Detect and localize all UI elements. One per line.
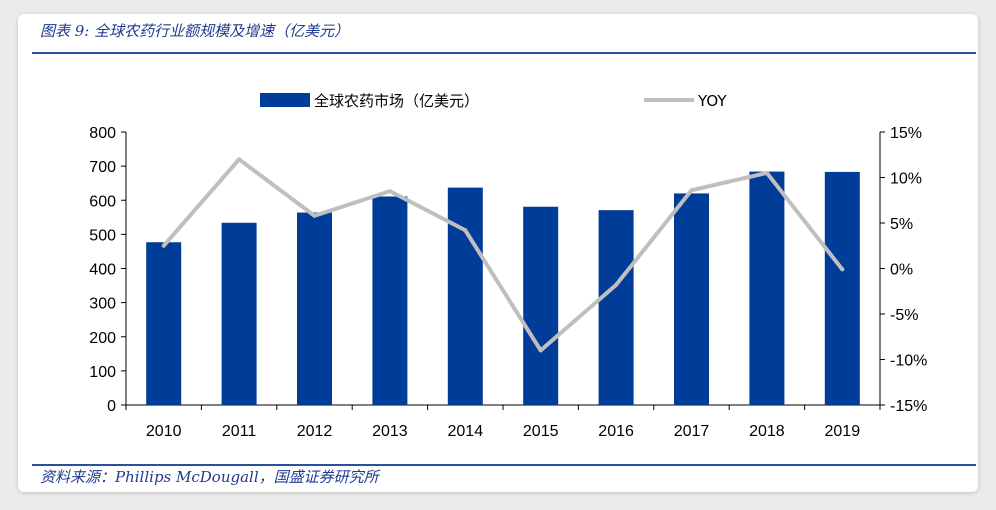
right-tick-label: 0% bbox=[890, 262, 913, 279]
left-tick-label: 800 bbox=[89, 125, 116, 142]
left-tick-label: 500 bbox=[89, 227, 116, 244]
x-tick-label: 2012 bbox=[297, 423, 333, 440]
right-tick-label: -15% bbox=[890, 398, 927, 415]
left-tick-label: 100 bbox=[89, 364, 116, 381]
left-tick-label: 400 bbox=[89, 262, 116, 279]
axes: 0 100 200 300 400 500 600 700 800 -15% -10% -5% 0% 5%… bbox=[89, 125, 927, 440]
legend-line-label: YOY bbox=[697, 92, 727, 110]
yoy-point-2013 bbox=[387, 189, 392, 194]
x-tick-label: 2014 bbox=[448, 423, 484, 440]
x-tick-label: 2018 bbox=[749, 423, 785, 440]
chart-legend: 全球农药市场（亿美元） YOY bbox=[260, 92, 727, 110]
x-tick-label: 2019 bbox=[825, 423, 861, 440]
right-tick-label: -5% bbox=[890, 307, 918, 324]
left-tick-label: 600 bbox=[89, 193, 116, 210]
legend-bar-label: 全球农药市场（亿美元） bbox=[314, 92, 479, 110]
bar-2016 bbox=[598, 210, 634, 405]
yoy-point-2015 bbox=[538, 348, 543, 353]
yoy-point-2018 bbox=[764, 170, 769, 175]
title-rule bbox=[32, 52, 976, 54]
bar-2019 bbox=[824, 171, 860, 405]
left-tick-label: 200 bbox=[89, 330, 116, 347]
yoy-point-2010 bbox=[161, 243, 166, 248]
yoy-point-2012 bbox=[312, 213, 317, 218]
yoy-point-2016 bbox=[614, 282, 619, 287]
bar-2015 bbox=[523, 206, 559, 405]
right-tick-label: -10% bbox=[890, 353, 927, 370]
x-tick-label: 2015 bbox=[523, 423, 559, 440]
bar-2011 bbox=[221, 222, 257, 405]
left-tick-label: 700 bbox=[89, 159, 116, 176]
bar-2017 bbox=[674, 193, 709, 405]
yoy-line bbox=[162, 157, 844, 353]
yoy-point-2011 bbox=[237, 157, 242, 162]
bar-series bbox=[146, 171, 860, 405]
x-tick-label: 2017 bbox=[674, 423, 710, 440]
right-tick-label: 15% bbox=[890, 125, 922, 142]
x-tick-label: 2013 bbox=[372, 423, 408, 440]
source-rule bbox=[32, 464, 976, 466]
figure-title: 图表 9: 全球农药行业额规模及增速（亿美元） bbox=[40, 22, 350, 40]
bar-2012 bbox=[297, 212, 332, 405]
bar-2018 bbox=[749, 171, 785, 405]
bar-2010 bbox=[146, 242, 182, 405]
x-tick-label: 2011 bbox=[222, 423, 257, 440]
left-tick-label: 300 bbox=[89, 296, 116, 313]
right-tick-label: 5% bbox=[890, 216, 913, 233]
yoy-line-series bbox=[161, 157, 845, 353]
legend-bar-swatch bbox=[260, 93, 310, 107]
right-tick-label: 10% bbox=[890, 171, 922, 188]
yoy-point-2019 bbox=[840, 267, 845, 272]
bar-2013 bbox=[372, 196, 408, 405]
figure-card: 图表 9: 全球农药行业额规模及增速（亿美元） 全球农药市场（亿美元） YOY … bbox=[18, 14, 978, 492]
x-tick-label: 2016 bbox=[598, 423, 634, 440]
combo-chart: 全球农药市场（亿美元） YOY 0 100 200 300 400 500 600 700 80… bbox=[89, 92, 927, 440]
x-tick-label: 2010 bbox=[146, 423, 182, 440]
left-tick-label: 0 bbox=[107, 398, 116, 415]
yoy-point-2017 bbox=[689, 188, 694, 193]
bar-2014 bbox=[447, 187, 483, 405]
yoy-point-2014 bbox=[463, 228, 468, 233]
source-note: 资料来源：Phillips McDougall，国盛证券研究所 bbox=[40, 468, 379, 486]
